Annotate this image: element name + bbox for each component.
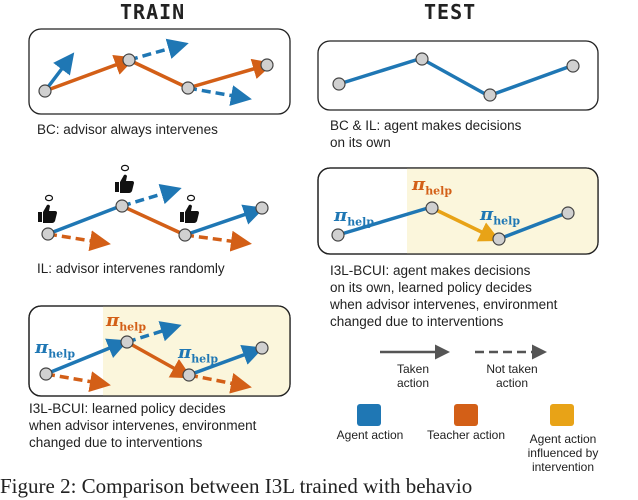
thumbs-up-icon [180, 204, 199, 223]
teacher-action-dashed-arrow [184, 230, 252, 252]
agent-action-arrow [45, 338, 129, 376]
legend-teacher-swatch [454, 404, 478, 426]
teacher-action-dashed-arrow [45, 371, 111, 392]
pi-help-label: πhelp [480, 204, 521, 228]
influenced-action-arrow [431, 206, 501, 242]
speech-bubble-icon [44, 164, 196, 202]
agent-action-dashed-arrow [121, 183, 182, 208]
panel-train-bc [28, 28, 291, 115]
agent-action-arrow [184, 204, 265, 237]
teacher-action-arrow [187, 58, 274, 90]
legend-taken-label: Taken action [396, 362, 430, 390]
agent-action-dashed-arrow [126, 321, 182, 344]
panel-test-bc-il [317, 40, 599, 111]
legend-not-taken-label: Not taken action [486, 362, 538, 390]
pi-help-label: πhelp [106, 310, 147, 334]
agent-action-arrow [421, 57, 488, 97]
teacher-action-arrow [126, 340, 193, 379]
caption-train-bc: BC: advisor always intervenes [37, 122, 218, 137]
legend-teacher-label: Teacher action [426, 428, 506, 442]
train-header: TRAIN [120, 0, 186, 24]
teacher-action-dashed-arrow [47, 230, 111, 252]
agent-action-arrow [337, 206, 429, 237]
pi-help-label: πhelp [178, 342, 219, 366]
thumbs-up-icon [115, 174, 134, 193]
panel-test-i3l [317, 167, 599, 255]
teacher-action-arrow [128, 58, 189, 90]
teacher-action-arrow [121, 204, 186, 237]
caption-test-bc-il: BC & IL: agent makes decisions on its ow… [330, 118, 522, 150]
panel-train-i3l [28, 305, 291, 397]
agent-action-arrow [188, 344, 264, 377]
teacher-action-dashed-arrow [188, 372, 252, 394]
legend-agent-swatch [357, 404, 381, 426]
legend [357, 344, 574, 426]
caption-train-il: IL: advisor intervenes randomly [37, 261, 225, 276]
pi-help-label: πhelp [412, 174, 453, 198]
agent-action-arrow [490, 64, 572, 97]
agent-action-arrow [498, 212, 565, 241]
caption-test-i3l: I3L-BCUI: agent makes decisions on its o… [330, 263, 558, 329]
teacher-action-arrow [44, 54, 136, 93]
caption-train-i3l: I3L-BCUI: learned policy decides when ad… [29, 401, 257, 450]
legend-agent-label: Agent action [336, 428, 404, 442]
agent-action-dashed-arrow [187, 85, 252, 106]
test-header: TEST [424, 0, 477, 24]
legend-influenced-swatch [550, 404, 574, 426]
agent-action-dashed-arrow [128, 38, 189, 62]
agent-action-arrow [43, 52, 75, 93]
pi-help-label: πhelp [35, 337, 76, 361]
pi-help-label: πhelp [334, 205, 375, 229]
agent-action-arrow [338, 57, 420, 86]
thumbs-up-icon [38, 204, 57, 223]
panel-train-il [38, 164, 269, 252]
agent-action-arrow [47, 205, 119, 236]
figure-caption: Figure 2: Comparison between I3L trained… [0, 474, 473, 498]
legend-influenced-label: Agent action influenced by intervention [527, 432, 599, 474]
